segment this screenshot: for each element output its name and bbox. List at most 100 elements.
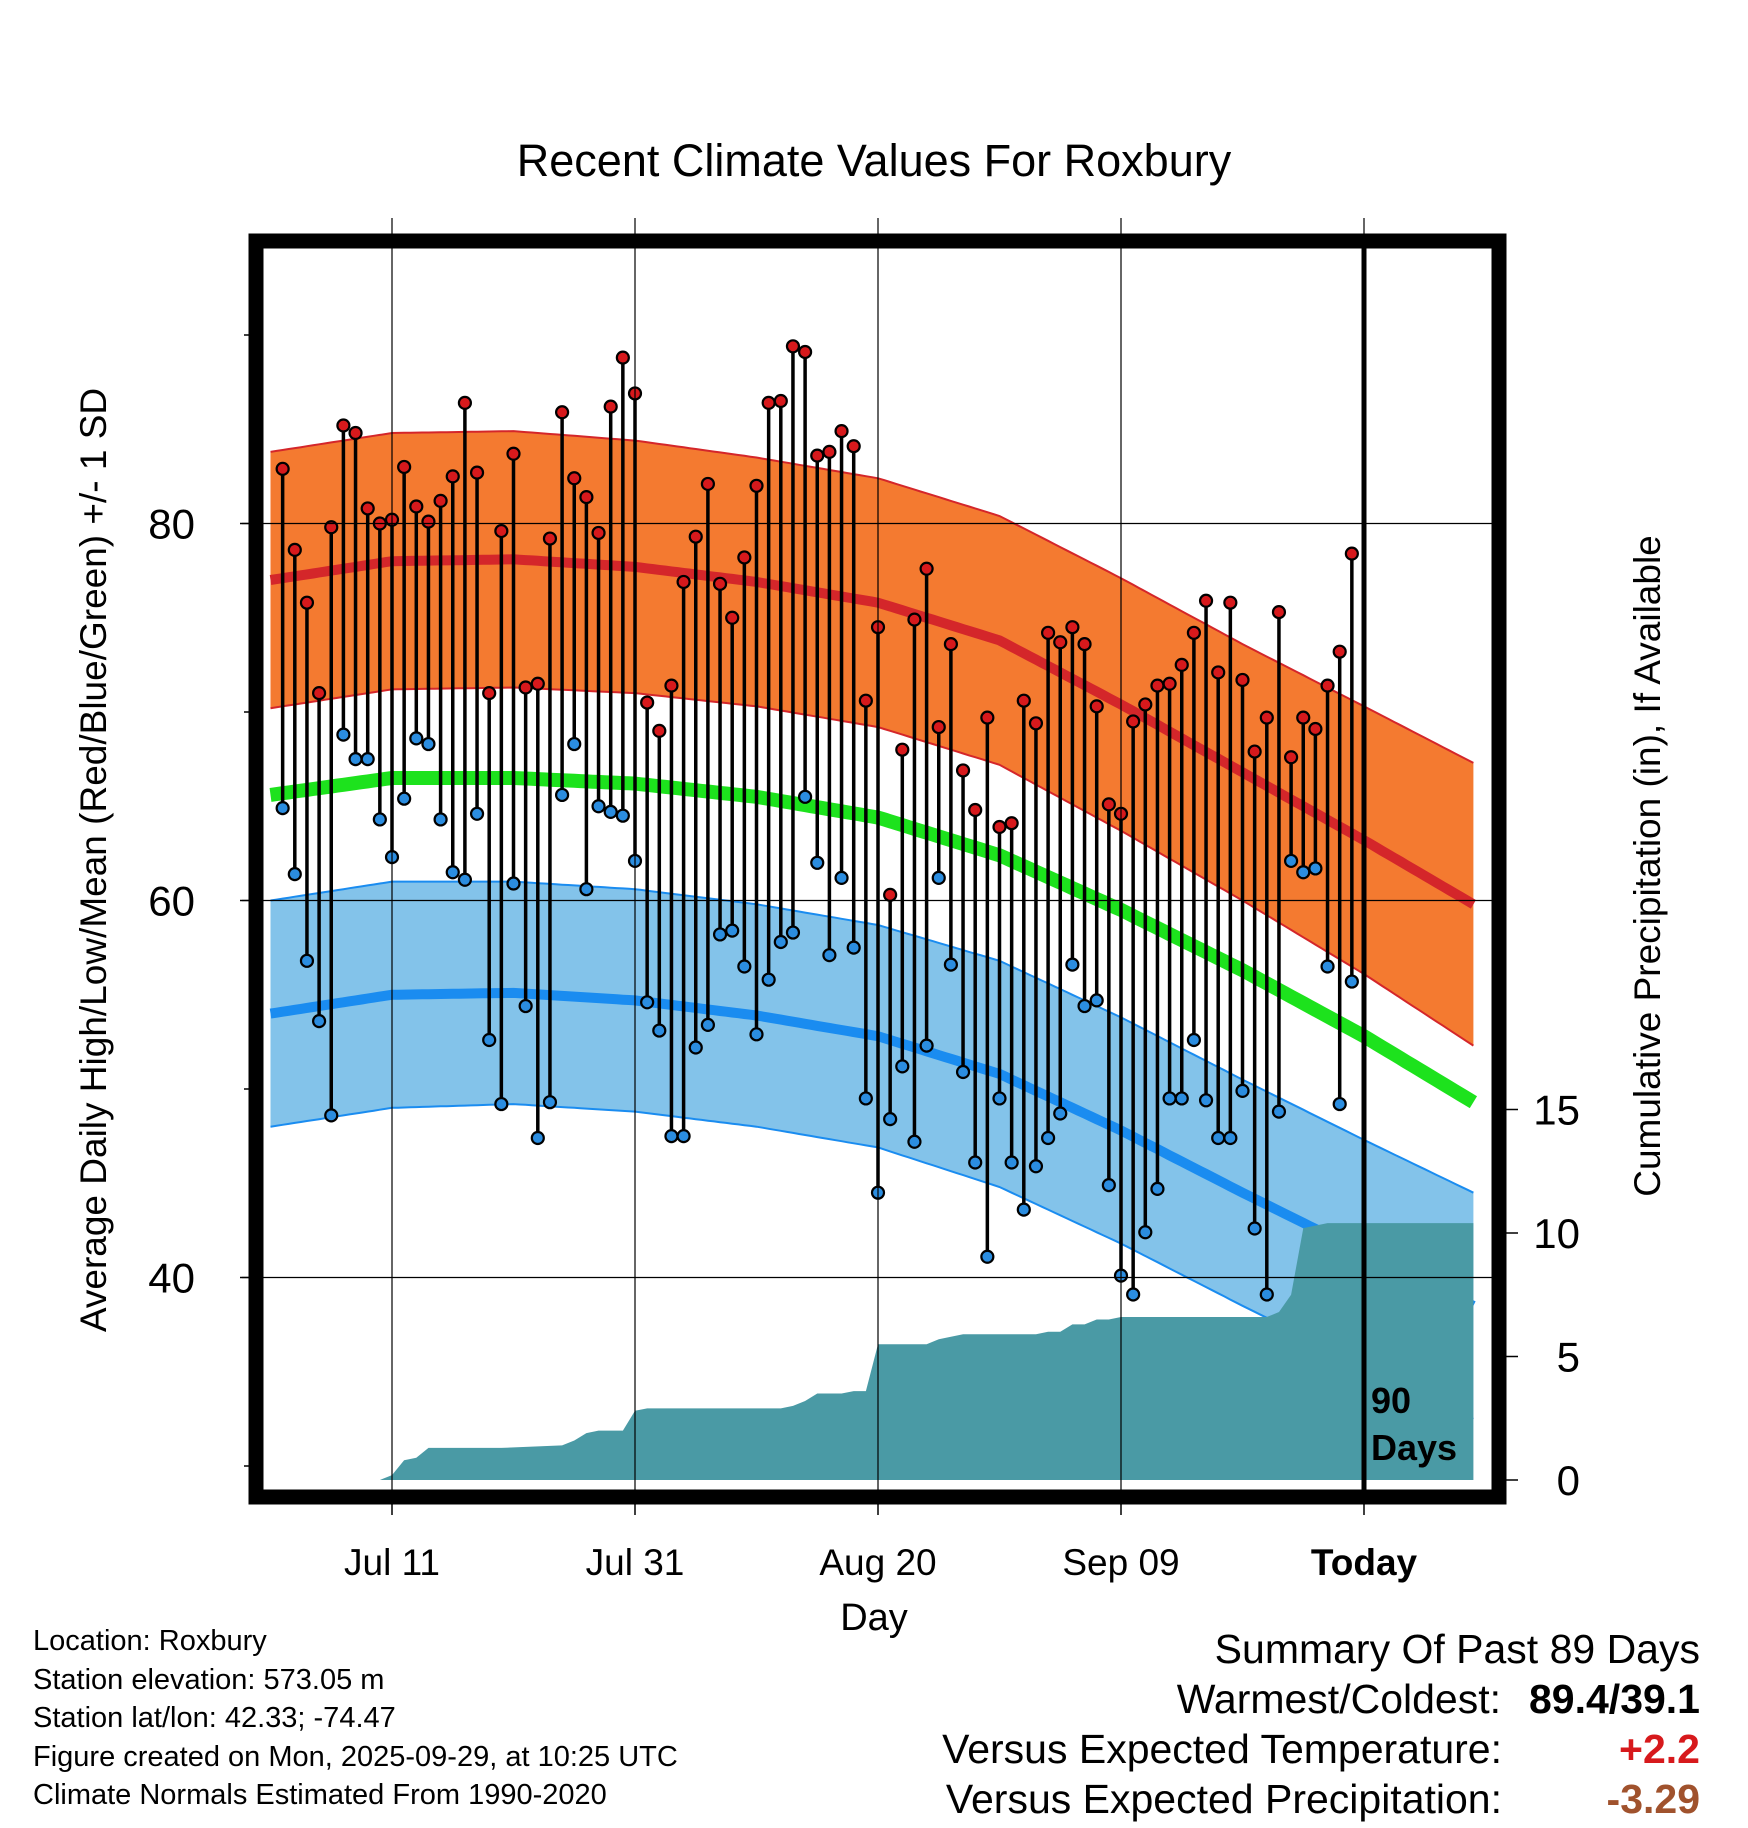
daily-low-point: [676, 1129, 691, 1144]
daily-low-point: [1332, 1096, 1347, 1112]
station-info: Location: Roxbury Station elevation: 573…: [33, 1622, 678, 1815]
summary-heading: Summary Of Past 89 Days: [1214, 1626, 1700, 1672]
daily-high-point: [312, 686, 327, 701]
today-days-number: 90: [1371, 1380, 1411, 1421]
daily-high-point: [907, 612, 922, 627]
high-band-lower-edge: [270, 686, 1474, 1047]
daily-low-point: [1186, 1032, 1202, 1048]
daily-low-point: [749, 1027, 764, 1042]
daily-low-point: [530, 1130, 545, 1146]
daily-high-point: [797, 344, 813, 360]
daily-high-point: [469, 465, 485, 480]
daily-high-point: [1247, 744, 1262, 759]
plot-content: [269, 339, 1478, 1480]
daily-high-point: [688, 529, 703, 544]
daily-low-point: [348, 752, 363, 767]
daily-low-point: [1198, 1093, 1214, 1108]
daily-high-point: [615, 350, 630, 365]
daily-low-point: [1126, 1287, 1141, 1302]
daily-high-point: [409, 499, 424, 514]
daily-low-point: [1162, 1091, 1177, 1106]
summary-panel: Summary Of Past 89 Days Warmest/Coldest:…: [942, 1624, 1700, 1824]
precip-tick-label: 15: [1533, 1087, 1580, 1134]
precip-value: -3.29: [1606, 1776, 1700, 1822]
daily-low-point: [1174, 1091, 1189, 1106]
daily-low-point: [858, 1091, 873, 1106]
daily-low-point: [615, 808, 630, 823]
daily-low-point: [907, 1134, 922, 1149]
daily-low-point: [1150, 1181, 1165, 1197]
daily-high-point: [567, 471, 582, 486]
daily-high-point: [1150, 678, 1165, 693]
daily-low-point: [1077, 998, 1092, 1014]
daily-high-point: [1077, 637, 1092, 652]
daily-high-point: [858, 693, 873, 708]
daily-high-point: [275, 461, 290, 476]
daily-low-point: [603, 804, 618, 820]
precip-label: Versus Expected Precipitation:: [945, 1776, 1502, 1822]
y-tick-label: 60: [148, 878, 195, 925]
daily-low-point: [433, 812, 448, 827]
daily-low-point: [712, 927, 728, 942]
daily-high-point: [846, 439, 861, 454]
daily-high-point: [494, 523, 509, 539]
daily-high-point: [1162, 676, 1177, 691]
daily-high-point: [822, 444, 837, 459]
daily-low-point: [761, 972, 776, 987]
daily-high-point: [968, 802, 983, 818]
daily-high-point: [1332, 644, 1347, 659]
daily-high-point: [992, 819, 1007, 835]
daily-high-point: [482, 686, 497, 701]
daily-low-point: [810, 855, 825, 870]
daily-high-point: [1235, 672, 1250, 688]
daily-low-point: [409, 731, 424, 746]
daily-low-point: [469, 806, 485, 821]
daily-low-point: [1247, 1221, 1262, 1236]
daily-low-point: [822, 948, 837, 963]
daily-low-point: [1211, 1130, 1226, 1146]
daily-high-point: [542, 531, 558, 546]
daily-high-point: [1174, 657, 1189, 672]
daily-high-point: [360, 501, 375, 516]
daily-low-point: [895, 1059, 910, 1074]
daily-low-point: [652, 1023, 667, 1038]
normal-mean-line: [269, 771, 1478, 1109]
daily-low-point: [591, 799, 606, 814]
daily-high-point: [1198, 593, 1214, 608]
daily-low-point: [567, 736, 582, 752]
daily-low-point: [1028, 1159, 1044, 1174]
daily-high-point: [299, 595, 315, 610]
x-tick-label: Jul 11: [344, 1542, 440, 1583]
daily-high-point: [1040, 625, 1056, 640]
elevation-text: Station elevation: 573.05 m: [33, 1663, 385, 1696]
daily-low-point: [968, 1155, 983, 1170]
daily-high-point: [1138, 697, 1153, 712]
daily-low-point: [1296, 865, 1311, 880]
daily-high-point: [1308, 721, 1323, 737]
daily-high-point: [324, 520, 339, 535]
x-tick-label: Jul 31: [586, 1542, 685, 1583]
chart-title: Recent Climate Values For Roxbury: [517, 135, 1232, 186]
daily-high-point: [1283, 750, 1299, 765]
daily-low-point: [943, 957, 959, 972]
plot-area: 90 Days Jul 11 Jul 31 Aug 20 Sep 09 Today 40 60 8…: [148, 218, 1580, 1583]
precip-tick-label: 10: [1533, 1210, 1580, 1257]
daily-low-point: [664, 1129, 679, 1144]
daily-low-point: [1065, 957, 1080, 972]
daily-low-point: [518, 998, 533, 1014]
daily-high-point: [1186, 625, 1202, 640]
daily-high-point: [749, 478, 764, 493]
daily-low-point: [312, 1014, 327, 1029]
daily-high-point: [652, 723, 667, 738]
daily-high-point: [1271, 604, 1287, 620]
daily-high-point: [919, 561, 934, 576]
daily-high-point: [664, 678, 679, 693]
daily-high-point: [433, 493, 448, 508]
daily-high-point: [445, 469, 460, 484]
daily-high-point: [834, 424, 849, 439]
daily-low-point: [1235, 1083, 1250, 1098]
daily-high-point: [980, 710, 995, 725]
daily-low-point: [931, 870, 946, 885]
precip-tick-label: 0: [1557, 1457, 1580, 1504]
